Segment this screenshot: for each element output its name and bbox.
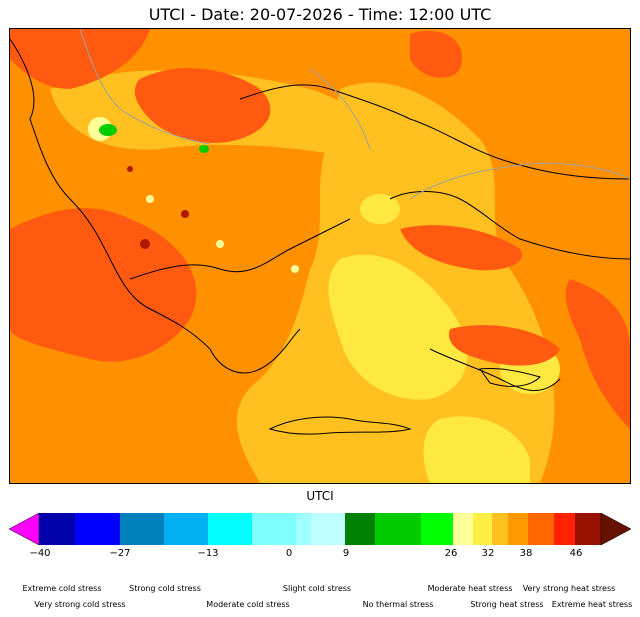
extreme-heat-spot bbox=[127, 166, 133, 172]
pale-heat-spot bbox=[291, 265, 299, 273]
extreme-heat-spot bbox=[140, 239, 150, 249]
label-very-strong-cold: Very strong cold stress bbox=[34, 600, 126, 609]
label-very-strong-heat: Very strong heat stress bbox=[522, 584, 616, 593]
label-no-thermal: No thermal stress bbox=[362, 600, 434, 609]
colorbar-cell bbox=[528, 513, 554, 545]
colorbar-cell bbox=[554, 513, 575, 545]
colorbar-title: UTCI bbox=[306, 489, 334, 503]
very-strong-heat-area bbox=[134, 68, 271, 143]
very-strong-heat-area bbox=[10, 29, 150, 89]
colorbar-cell bbox=[39, 513, 75, 545]
utci-map bbox=[9, 28, 631, 484]
label-strong-cold: Strong cold stress bbox=[129, 584, 201, 593]
colorbar-tick-label: 26 bbox=[444, 548, 458, 559]
colorbar-cell bbox=[164, 513, 208, 545]
colorbar-cell bbox=[252, 513, 296, 545]
colorbar-cell bbox=[421, 513, 453, 545]
no-stress-spot bbox=[199, 145, 209, 153]
borders bbox=[79, 29, 630, 200]
label-extreme-heat: Extreme heat stress bbox=[551, 600, 633, 609]
very-strong-heat-area bbox=[449, 325, 560, 366]
colorbar-cell bbox=[208, 513, 252, 545]
colorbar-cell bbox=[473, 513, 492, 545]
colorbar-cell bbox=[120, 513, 164, 545]
very-strong-heat-area bbox=[410, 30, 462, 78]
colorbar-cell bbox=[575, 513, 601, 545]
colorbar-cell bbox=[296, 513, 311, 545]
pale-heat-patch bbox=[360, 194, 400, 224]
colorbar-tick-label: 32 bbox=[481, 548, 495, 559]
colorbar-cell bbox=[311, 513, 345, 545]
label-moderate-heat: Moderate heat stress bbox=[427, 584, 513, 593]
colorbar-tick-label: −13 bbox=[197, 548, 219, 559]
very-strong-heat-area bbox=[565, 279, 630, 429]
extreme-heat-spot bbox=[181, 210, 189, 218]
colorbar-tick-label: −27 bbox=[109, 548, 131, 559]
pale-heat-area-south bbox=[423, 416, 530, 483]
no-stress-spot bbox=[99, 124, 117, 136]
pale-heat-spot bbox=[146, 195, 154, 203]
colorbar-max-arrow bbox=[600, 512, 631, 546]
label-moderate-cold: Moderate cold stress bbox=[206, 600, 290, 609]
colorbar-cell bbox=[453, 513, 473, 545]
very-strong-heat-area bbox=[10, 208, 197, 362]
very-strong-heat-area bbox=[400, 225, 522, 271]
pale-heat-spot bbox=[216, 240, 224, 248]
map-title: UTCI - Date: 20-07-2026 - Time: 12:00 UT… bbox=[148, 5, 492, 24]
colorbar-tick-label: −40 bbox=[29, 548, 51, 559]
label-slight-cold: Slight cold stress bbox=[282, 584, 352, 593]
colorbar-cell bbox=[345, 513, 375, 545]
colorbar-tick-label: 0 bbox=[285, 548, 293, 559]
pale-heat-area bbox=[328, 254, 468, 400]
colorbar-min-arrow bbox=[9, 512, 40, 546]
colorbar-tick-label: 38 bbox=[519, 548, 533, 559]
colorbar-tick-label: 9 bbox=[342, 548, 350, 559]
utci-map-canvas bbox=[10, 29, 630, 483]
colorbar-cell bbox=[492, 513, 508, 545]
colorbar-cell bbox=[375, 513, 421, 545]
colorbar-cell bbox=[508, 513, 528, 545]
colorbar-tick-label: 46 bbox=[569, 548, 583, 559]
label-strong-heat: Strong heat stress bbox=[470, 600, 544, 609]
colorbar-cell bbox=[75, 513, 120, 545]
colorbar bbox=[9, 512, 631, 546]
label-extreme-cold: Extreme cold stress bbox=[22, 584, 102, 593]
coastlines bbox=[10, 38, 630, 435]
